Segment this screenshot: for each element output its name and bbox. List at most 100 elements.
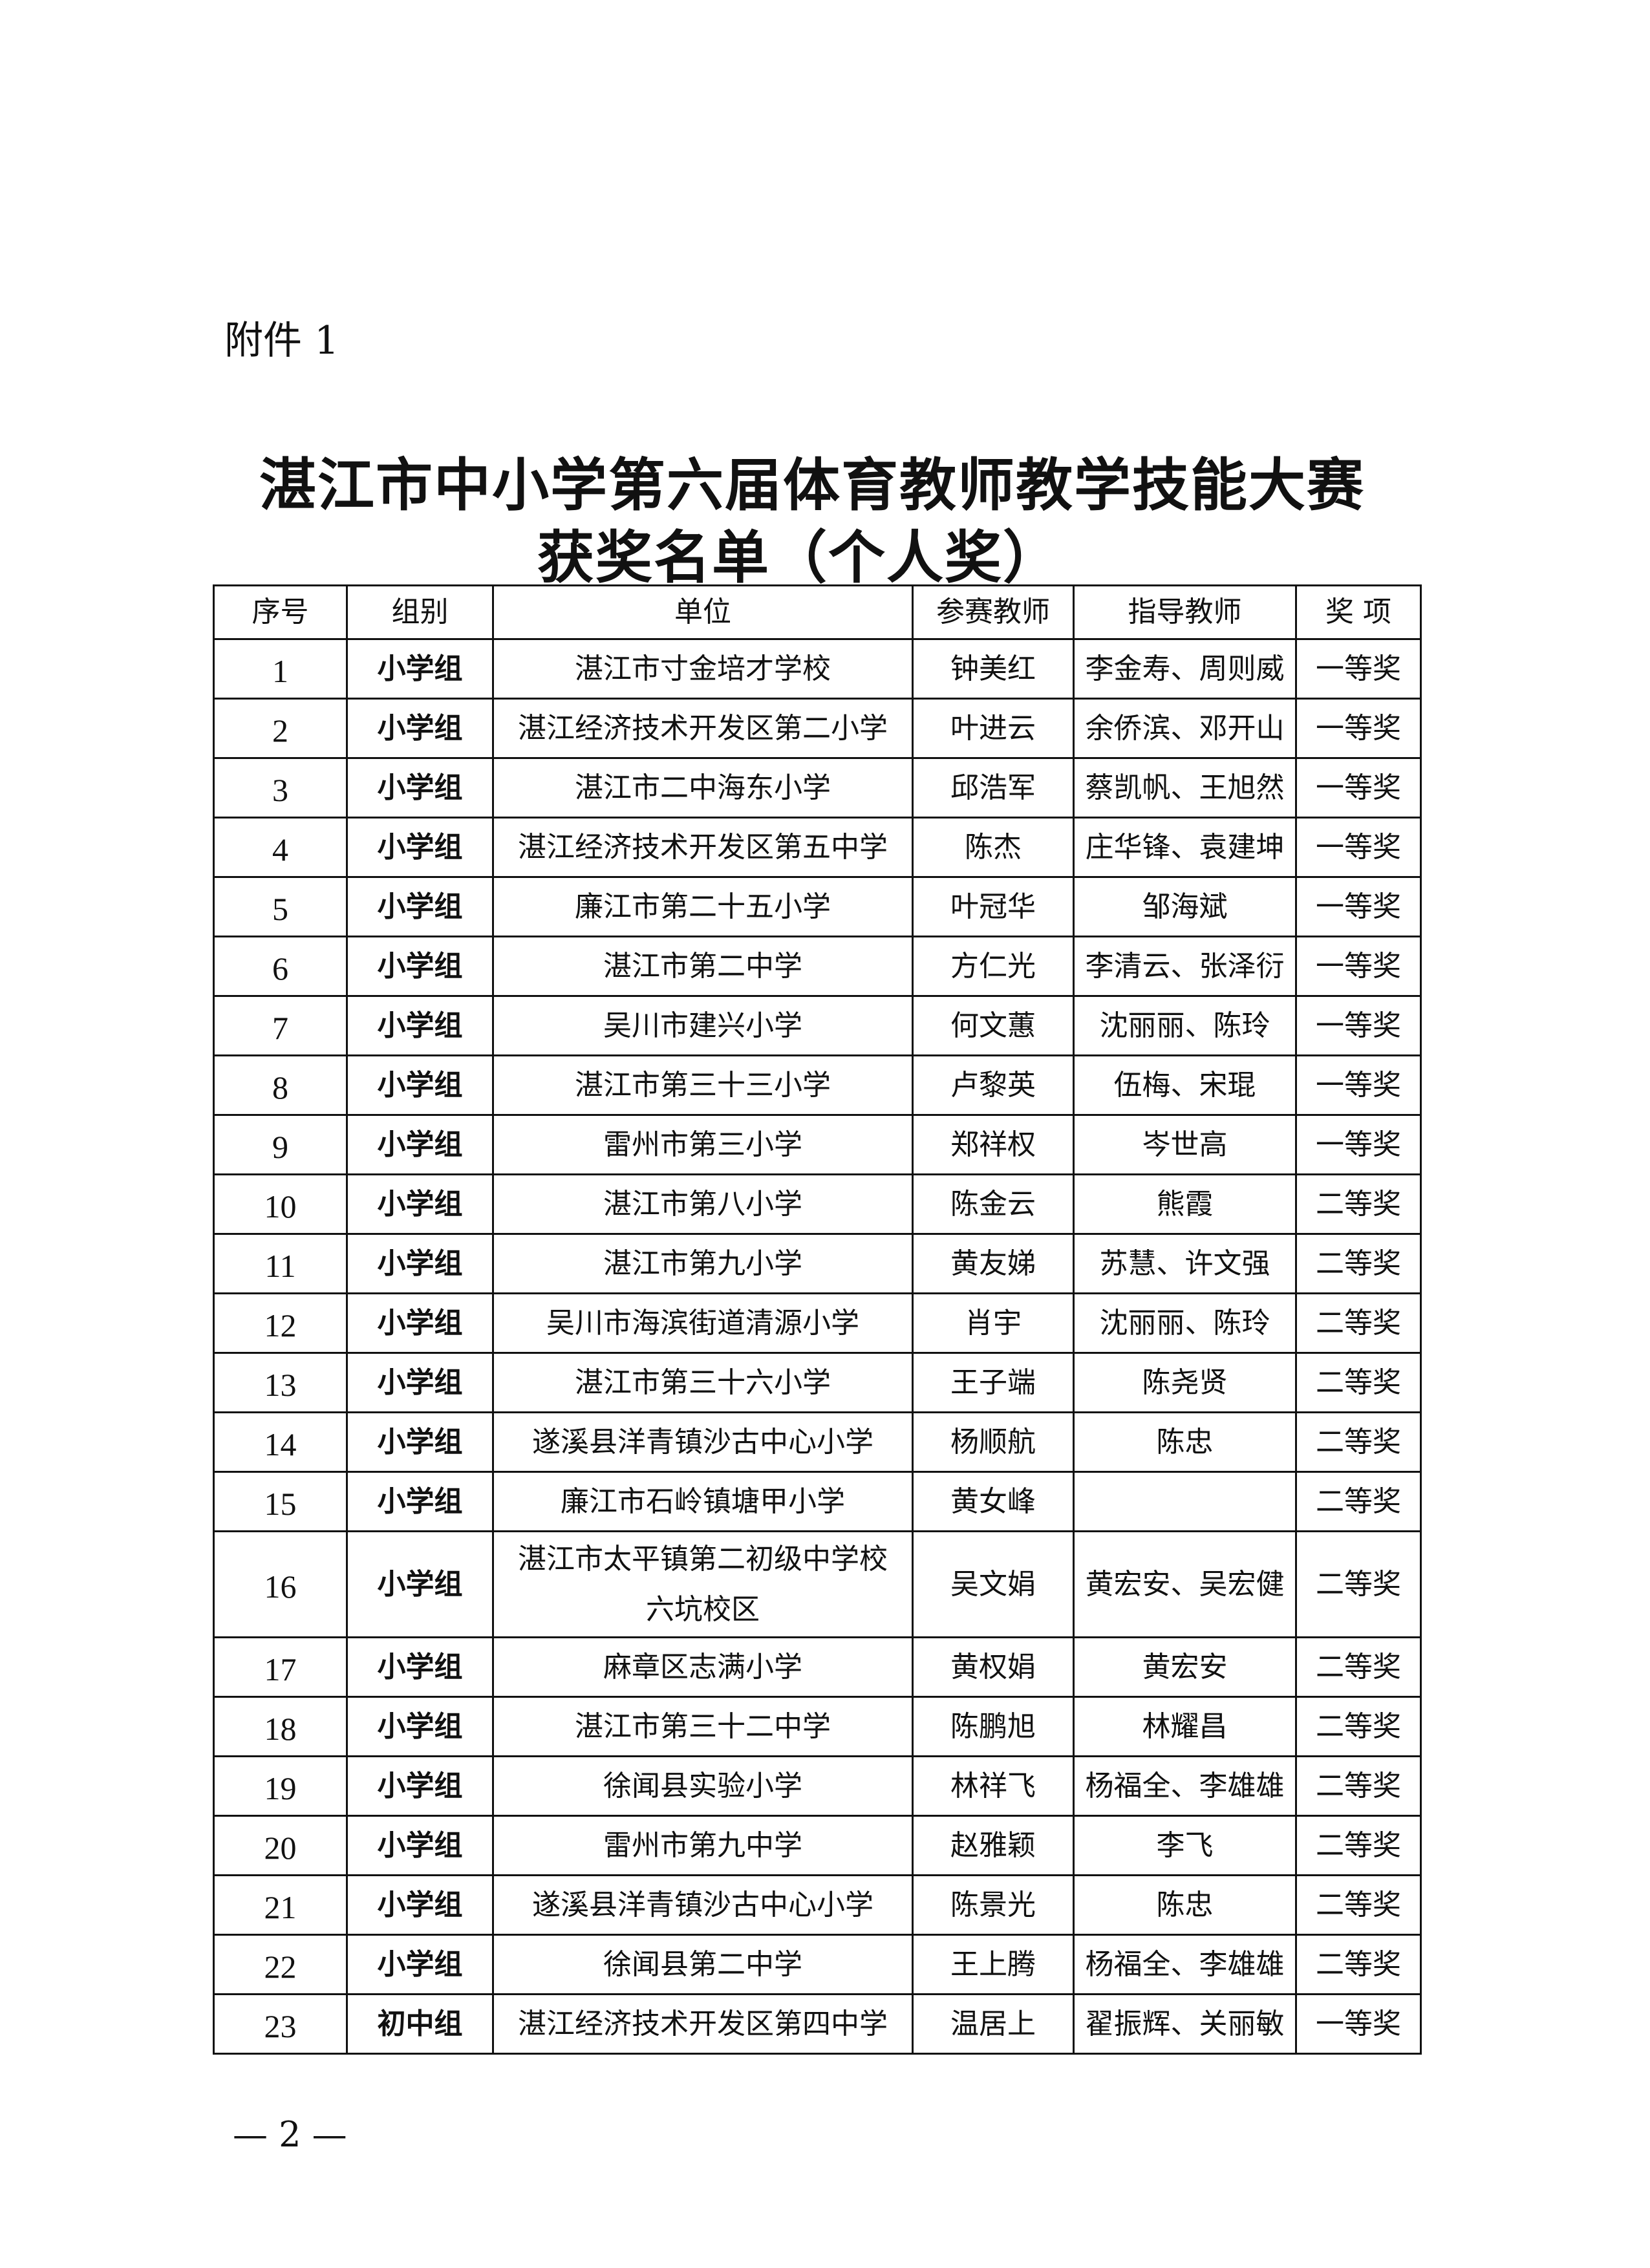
document-title-line1: 湛江市中小学第六届体育教师教学技能大赛 xyxy=(259,451,1365,519)
cell-award: 一等奖 xyxy=(1295,876,1422,937)
cell-index: 14 xyxy=(213,1411,348,1473)
cell-unit: 湛江市第三十二中学 xyxy=(492,1696,914,1757)
cell-unit: 湛江市太平镇第二初级中学校六坑校区 xyxy=(492,1530,914,1638)
cell-advisor: 熊霞 xyxy=(1073,1173,1297,1235)
cell-teacher: 赵雅颖 xyxy=(912,1815,1075,1876)
cell-group: 小学组 xyxy=(346,1352,494,1413)
cell-group: 小学组 xyxy=(346,1471,494,1532)
header-award: 奖 项 xyxy=(1295,584,1422,640)
table-row: 13 小学组 湛江市第三十六小学 王子端 陈尧贤 二等奖 xyxy=(213,1352,1422,1413)
cell-award: 二等奖 xyxy=(1295,1173,1422,1235)
attachment-label: 附件 1 xyxy=(224,318,339,363)
cell-unit: 雷州市第九中学 xyxy=(492,1815,914,1876)
cell-index: 2 xyxy=(213,698,348,759)
table-row: 10 小学组 湛江市第八小学 陈金云 熊霞 二等奖 xyxy=(213,1173,1422,1235)
cell-advisor: 杨福全、李雄雄 xyxy=(1073,1934,1297,1995)
table-row: 15 小学组 廉江市石岭镇塘甲小学 黄女峰 二等奖 xyxy=(213,1471,1422,1532)
cell-unit: 湛江市第八小学 xyxy=(492,1173,914,1235)
cell-index: 9 xyxy=(213,1114,348,1175)
cell-advisor: 林耀昌 xyxy=(1073,1696,1297,1757)
table-row: 4 小学组 湛江经济技术开发区第五中学 陈杰 庄华锋、袁建坤 一等奖 xyxy=(213,817,1422,878)
table-row: 14 小学组 遂溪县洋青镇沙古中心小学 杨顺航 陈忠 二等奖 xyxy=(213,1411,1422,1473)
cell-index: 11 xyxy=(213,1233,348,1294)
table-row: 3 小学组 湛江市二中海东小学 邱浩军 蔡凯帆、王旭然 一等奖 xyxy=(213,757,1422,818)
cell-advisor: 沈丽丽、陈玲 xyxy=(1073,1292,1297,1354)
table-row: 16 小学组 湛江市太平镇第二初级中学校六坑校区 吴文娟 黄宏安、吴宏健 二等奖 xyxy=(213,1530,1422,1638)
header-teacher: 参赛教师 xyxy=(912,584,1075,640)
cell-teacher: 温居上 xyxy=(912,1993,1075,2055)
cell-group: 小学组 xyxy=(346,1530,494,1638)
cell-advisor: 杨福全、李雄雄 xyxy=(1073,1755,1297,1817)
cell-unit: 湛江市第三十六小学 xyxy=(492,1352,914,1413)
cell-teacher: 林祥飞 xyxy=(912,1755,1075,1817)
cell-advisor: 苏慧、许文强 xyxy=(1073,1233,1297,1294)
cell-award: 一等奖 xyxy=(1295,936,1422,997)
cell-index: 3 xyxy=(213,757,348,818)
cell-teacher: 陈鹏旭 xyxy=(912,1696,1075,1757)
cell-award: 二等奖 xyxy=(1295,1696,1422,1757)
cell-teacher: 何文蕙 xyxy=(912,995,1075,1056)
cell-group: 初中组 xyxy=(346,1993,494,2055)
cell-award: 二等奖 xyxy=(1295,1471,1422,1532)
cell-index: 19 xyxy=(213,1755,348,1817)
document-title-line2: 获奖名单（个人奖） xyxy=(537,524,1061,591)
cell-advisor: 李清云、张泽衍 xyxy=(1073,936,1297,997)
cell-advisor: 陈尧贤 xyxy=(1073,1352,1297,1413)
cell-advisor: 邹海斌 xyxy=(1073,876,1297,937)
cell-group: 小学组 xyxy=(346,936,494,997)
cell-advisor: 李飞 xyxy=(1073,1815,1297,1876)
cell-group: 小学组 xyxy=(346,817,494,878)
cell-unit: 麻章区志满小学 xyxy=(492,1636,914,1698)
cell-advisor: 庄华锋、袁建坤 xyxy=(1073,817,1297,878)
cell-unit: 雷州市第三小学 xyxy=(492,1114,914,1175)
cell-group: 小学组 xyxy=(346,1054,494,1116)
cell-teacher: 方仁光 xyxy=(912,936,1075,997)
table-row: 2 小学组 湛江经济技术开发区第二小学 叶进云 余侨滨、邓开山 一等奖 xyxy=(213,698,1422,759)
cell-teacher: 黄女峰 xyxy=(912,1471,1075,1532)
cell-award: 二等奖 xyxy=(1295,1411,1422,1473)
cell-index: 17 xyxy=(213,1636,348,1698)
cell-teacher: 陈金云 xyxy=(912,1173,1075,1235)
cell-award: 一等奖 xyxy=(1295,698,1422,759)
page-number: — 2 — xyxy=(233,2114,347,2155)
cell-group: 小学组 xyxy=(346,1934,494,1995)
header-unit: 单位 xyxy=(492,584,914,640)
cell-index: 7 xyxy=(213,995,348,1056)
cell-unit: 徐闻县实验小学 xyxy=(492,1755,914,1817)
table-row: 20 小学组 雷州市第九中学 赵雅颖 李飞 二等奖 xyxy=(213,1815,1422,1876)
cell-teacher: 肖宇 xyxy=(912,1292,1075,1354)
cell-teacher: 陈杰 xyxy=(912,817,1075,878)
cell-unit: 湛江经济技术开发区第二小学 xyxy=(492,698,914,759)
cell-unit: 湛江市第九小学 xyxy=(492,1233,914,1294)
cell-award: 二等奖 xyxy=(1295,1292,1422,1354)
cell-advisor: 岑世高 xyxy=(1073,1114,1297,1175)
table-header-row: 序号 组别 单位 参赛教师 指导教师 奖 项 xyxy=(213,584,1422,640)
table-row: 9 小学组 雷州市第三小学 郑祥权 岑世高 一等奖 xyxy=(213,1114,1422,1175)
cell-index: 22 xyxy=(213,1934,348,1995)
header-index: 序号 xyxy=(213,584,348,640)
cell-teacher: 郑祥权 xyxy=(912,1114,1075,1175)
cell-index: 23 xyxy=(213,1993,348,2055)
cell-unit: 湛江经济技术开发区第五中学 xyxy=(492,817,914,878)
cell-group: 小学组 xyxy=(346,757,494,818)
cell-unit: 徐闻县第二中学 xyxy=(492,1934,914,1995)
cell-advisor: 陈忠 xyxy=(1073,1874,1297,1936)
cell-group: 小学组 xyxy=(346,876,494,937)
cell-award: 一等奖 xyxy=(1295,817,1422,878)
table-row: 12 小学组 吴川市海滨街道清源小学 肖宇 沈丽丽、陈玲 二等奖 xyxy=(213,1292,1422,1354)
cell-advisor: 翟振辉、关丽敏 xyxy=(1073,1993,1297,2055)
cell-award: 二等奖 xyxy=(1295,1233,1422,1294)
cell-advisor: 黄宏安、吴宏健 xyxy=(1073,1530,1297,1638)
cell-advisor: 余侨滨、邓开山 xyxy=(1073,698,1297,759)
cell-unit: 湛江经济技术开发区第四中学 xyxy=(492,1993,914,2055)
cell-unit: 湛江市第三十三小学 xyxy=(492,1054,914,1116)
cell-advisor: 黄宏安 xyxy=(1073,1636,1297,1698)
cell-advisor: 伍梅、宋琨 xyxy=(1073,1054,1297,1116)
cell-group: 小学组 xyxy=(346,995,494,1056)
cell-award: 二等奖 xyxy=(1295,1755,1422,1817)
cell-advisor xyxy=(1073,1471,1297,1532)
cell-teacher: 黄友娣 xyxy=(912,1233,1075,1294)
cell-unit: 廉江市第二十五小学 xyxy=(492,876,914,937)
table-row: 5 小学组 廉江市第二十五小学 叶冠华 邹海斌 一等奖 xyxy=(213,876,1422,937)
cell-index: 10 xyxy=(213,1173,348,1235)
